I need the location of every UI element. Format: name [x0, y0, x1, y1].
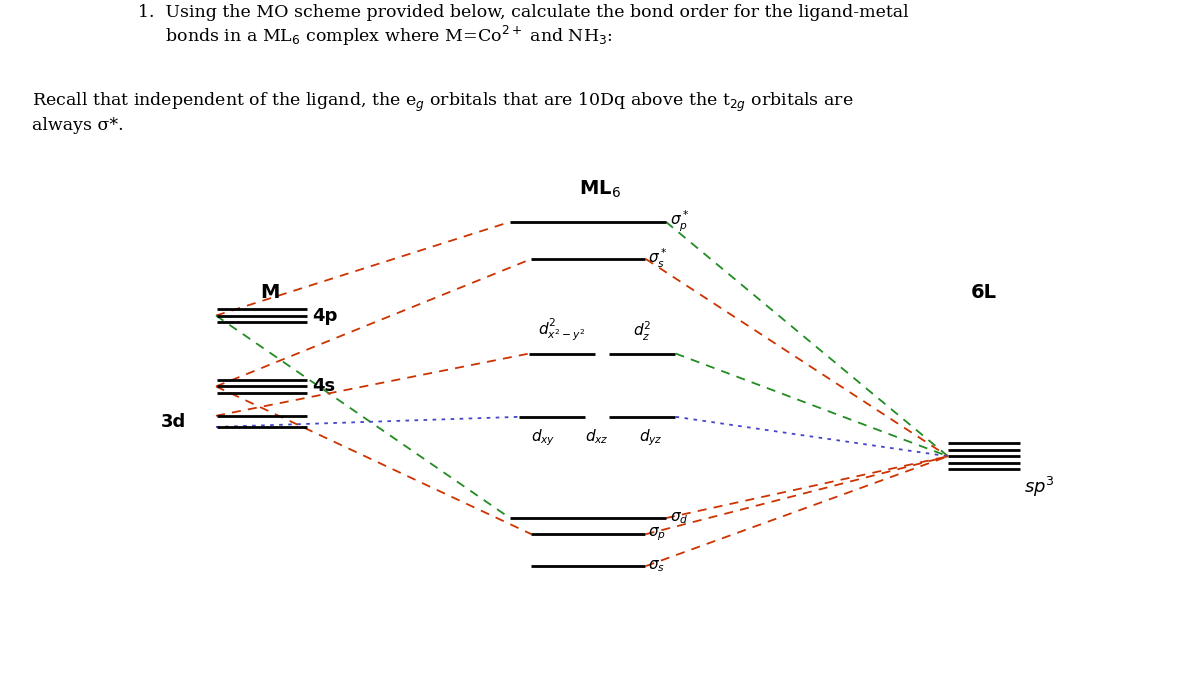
Text: $\sigma_p$: $\sigma_p$	[648, 525, 666, 543]
Text: M: M	[260, 284, 280, 302]
Text: $sp^3$: $sp^3$	[1024, 475, 1054, 499]
Text: $\sigma_d$: $\sigma_d$	[670, 510, 688, 526]
Text: 4s: 4s	[312, 377, 335, 396]
Text: $\sigma^*_s$: $\sigma^*_s$	[648, 247, 667, 271]
Text: $d_{yz}$: $d_{yz}$	[638, 427, 662, 448]
Text: ML$_6$: ML$_6$	[580, 178, 620, 200]
Text: 4p: 4p	[312, 306, 337, 325]
Text: $d^2_{x^2-y^2}$: $d^2_{x^2-y^2}$	[538, 317, 586, 344]
Text: Recall that independent of the ligand, the e$_g$ orbitals that are 10Dq above th: Recall that independent of the ligand, t…	[32, 90, 854, 134]
Text: $d_{xz}$: $d_{xz}$	[584, 427, 608, 446]
Text: 3d: 3d	[161, 413, 186, 431]
Text: 6L: 6L	[971, 284, 997, 302]
Text: $d^2_z$: $d^2_z$	[632, 320, 652, 344]
Text: $d_{xy}$: $d_{xy}$	[532, 427, 556, 448]
Text: 1.  Using the MO scheme provided below, calculate the bond order for the ligand-: 1. Using the MO scheme provided below, c…	[138, 4, 908, 49]
Text: $\sigma^*_p$: $\sigma^*_p$	[670, 209, 689, 234]
Text: $\sigma_s$: $\sigma_s$	[648, 558, 665, 574]
